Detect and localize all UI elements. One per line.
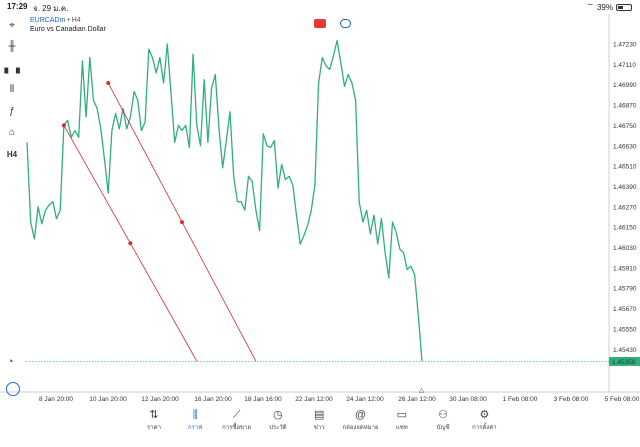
tab-mailbox[interactable]: @ กล่องจดหมาย [341,408,381,432]
status-date: จ. 29 ม.ค. [33,4,69,13]
trendline-handle [106,81,111,86]
tab-news-label: ข่าว [313,425,325,431]
time-tick-label: 1 Feb 08:00 [503,396,538,403]
tab-chart-icon: ⫼ [192,409,198,421]
status-time: 17:29 [7,2,28,11]
tab-news-icon: ▤ [313,409,325,421]
crosshair-icon[interactable]: ⌖ [9,19,15,31]
depth-icon[interactable] [340,19,351,28]
price-tick-label: 1.45910 [613,265,637,272]
price-tick-label: 1.46630 [613,143,637,150]
current-price-badge [609,356,640,366]
tab-news[interactable]: ▤ ข่าว [299,408,339,432]
trendline-handle [180,220,185,225]
time-tick-label: 22 Jan 12:00 [295,396,333,403]
tab-trade-label: การซื้อขาย [222,425,252,431]
timeframe-label[interactable]: H4 [6,149,18,159]
battery-icon [616,3,632,11]
indicators-icon[interactable]: ⫴ [9,84,15,95]
app-logo-icon[interactable] [6,382,20,396]
tab-quotes-label: ราคา [147,425,161,431]
tab-trade[interactable]: ⟋ การซื้อขาย [217,408,257,432]
price-tick-label: 1.45670 [613,306,637,313]
time-tick-label: 5 Feb 08:00 [605,396,640,403]
trendline-handle [61,123,66,128]
last-bar-marker: △ [419,387,425,394]
price-tick-label: 1.46750 [613,123,637,130]
time-tick-label: 12 Jan 20:00 [141,396,179,403]
price-series-line [26,39,423,362]
chart-description: Euro vs Canadian Dollar [30,26,106,33]
chart-timeframe: H4 [71,17,81,24]
tab-chart[interactable]: ⫼ กราฟ [175,408,215,432]
one-click-trade-icon[interactable] [314,19,326,28]
tab-mailbox-label: กล่องจดหมาย [342,425,379,431]
time-tick-label: 24 Jan 12:00 [346,396,384,403]
tab-mailbox-icon: @ [354,409,367,421]
price-chart[interactable]: 1.47230 1.47110 1.46990 1.46870 1.46750 1.466… [0,0,640,404]
objects-icon[interactable]: ⌂ [8,127,16,138]
chart-symbol[interactable]: EURCADm [30,17,66,24]
gauge-icon[interactable]: ◔ [7,356,14,368]
current-price-label: 1.45358 [612,359,636,366]
time-tick-label: 10 Jan 20:00 [89,396,127,403]
tab-history-label: ประวัติ [269,425,287,431]
tab-history[interactable]: ◷ ประวัติ [258,408,298,432]
tab-account-icon: ⚇ [438,409,449,421]
tab-trade-icon: ⟋ [232,409,241,421]
time-tick-label: 8 Jan 20:00 [39,396,73,403]
price-tick-label: 1.45790 [613,286,637,293]
chart-toolbar: ⌖ ╫ ▖▗ ⫴ ƒ ⌂ H4 [0,14,24,404]
wifi-icon: ⌔ [586,2,594,11]
trade-toggles [314,19,351,28]
price-tick-label: 1.45430 [613,347,637,354]
time-tick-label: 3 Feb 08:00 [554,396,589,403]
price-tick-label: 1.46030 [613,245,637,252]
candle-icon[interactable]: ╫ [8,41,16,52]
price-tick-label: 1.46990 [613,82,637,89]
price-tick-label: 1.46270 [613,204,637,211]
tab-settings-label: การตั้งค่า [472,425,497,431]
tab-history-icon: ◷ [273,409,283,421]
tab-account-label: บัญชี [436,425,450,431]
price-tick-label: 1.46150 [613,225,637,232]
price-tick-label: 1.47230 [613,42,637,49]
time-tick-label: 16 Jan 20:00 [194,396,232,403]
price-tick-label: 1.46870 [613,103,637,110]
tab-chat-icon: ▭ [396,409,407,421]
tab-chat[interactable]: ▭ แชท [382,408,422,432]
bottom-tab-bar: ⇅ ราคา ⫼ กราฟ ⟋ การซื้อขาย ◷ ประวัติ ▤ ข่าว @ กล่อง… [0,404,640,447]
tab-quotes-icon: ⇅ [149,409,159,421]
tab-quotes[interactable]: ⇅ ราคา [134,408,174,432]
time-tick-label: 26 Jan 12:00 [398,396,436,403]
status-right: ⌔ 39% [586,2,632,12]
tab-account[interactable]: ⚇ บัญชี [423,408,463,432]
price-tick-label: 1.46510 [613,164,637,171]
function-icon[interactable]: ƒ [9,105,15,117]
status-bar: 17:29 จ. 29 ม.ค. ⌔ 39% [0,0,640,14]
tab-settings[interactable]: ⚙ การตั้งค่า [464,408,504,432]
tab-settings-icon: ⚙ [479,409,490,421]
bars-icon[interactable]: ▖▗ [4,62,20,74]
time-tick-label: 18 Jan 16:00 [244,396,282,403]
chart-title: EURCADm • H4 Euro vs Canadian Dollar [30,17,106,33]
price-tick-label: 1.47110 [613,62,636,69]
price-tick-label: 1.45550 [613,326,637,333]
tab-chart-label: กราฟ [188,425,203,431]
tab-chat-label: แชท [395,425,408,431]
battery-percent: 39% [596,2,613,12]
trendline-handle [128,241,133,246]
time-tick-label: 30 Jan 08:00 [449,396,487,403]
price-tick-label: 1.46390 [613,184,637,191]
